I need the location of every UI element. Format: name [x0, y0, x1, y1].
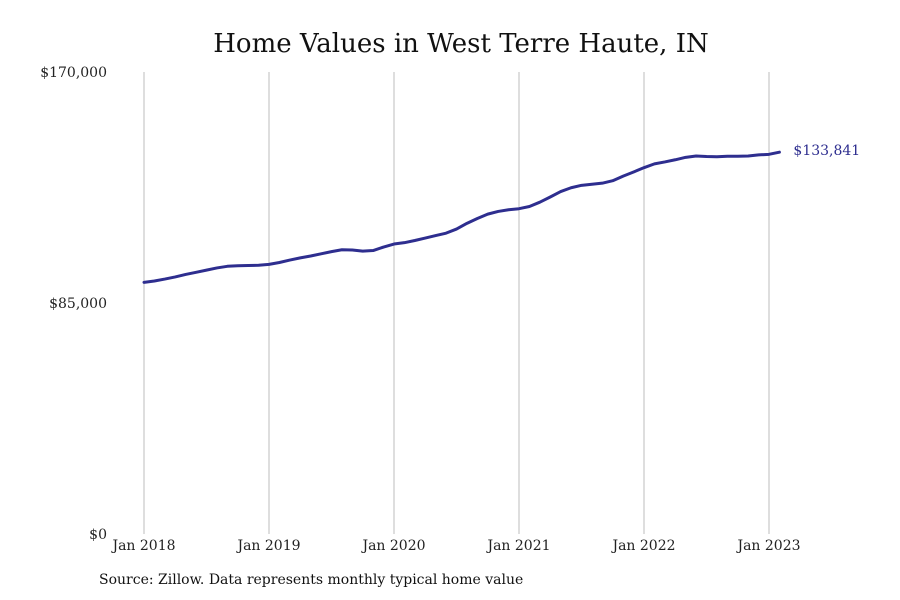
- latest-value-label: $133,841: [793, 143, 860, 159]
- x-tick-label: Jan 2021: [485, 538, 550, 554]
- home-value-line: [142, 150, 781, 284]
- y-axis-ticks: $0 $85,000 $170,000: [40, 65, 107, 543]
- x-axis-ticks: Jan 2018 Jan 2019 Jan 2020 Jan 2021 Jan 2022…: [110, 538, 800, 554]
- y-tick-label: $170,000: [40, 65, 107, 81]
- chart-title: Home Values in West Terre Haute, IN: [213, 29, 708, 59]
- x-tick-label: Jan 2020: [360, 538, 425, 554]
- source-note: Source: Zillow. Data represents monthly …: [99, 572, 524, 588]
- x-tick-label: Jan 2022: [610, 538, 675, 554]
- x-tick-label: Jan 2018: [110, 538, 175, 554]
- y-tick-label: $0: [89, 527, 107, 543]
- gridlines: [143, 72, 770, 534]
- y-tick-label: $85,000: [49, 296, 107, 312]
- x-tick-label: Jan 2019: [235, 538, 300, 554]
- x-tick-label: Jan 2023: [735, 538, 800, 554]
